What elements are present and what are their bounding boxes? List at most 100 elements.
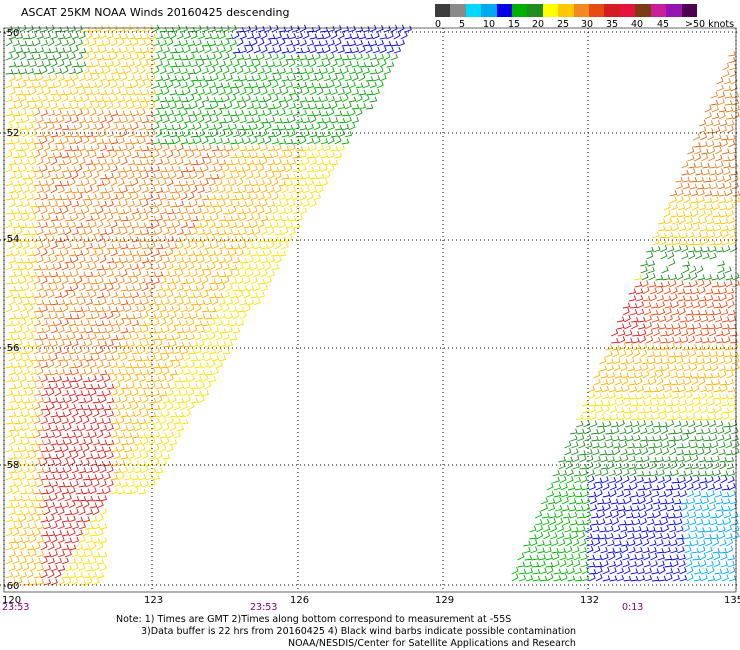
wind-barb [680, 498, 689, 505]
wind-barb [592, 442, 600, 449]
wind-barb [668, 435, 676, 442]
wind-barb [148, 453, 157, 460]
wind-barb [40, 417, 48, 425]
wind-barb [113, 480, 121, 488]
wind-barb [565, 538, 573, 547]
wind-barb [711, 274, 720, 281]
wind-barb [29, 185, 37, 194]
wind-barb [208, 293, 217, 299]
wind-barb [162, 423, 170, 432]
wind-barb [729, 503, 737, 512]
wind-barb [50, 564, 58, 572]
wind-barb [29, 103, 38, 110]
wind-barb [127, 285, 136, 292]
wind-barb [637, 408, 646, 414]
wind-barb [611, 510, 619, 519]
wind-barb [614, 372, 623, 379]
wind-barb [730, 512, 739, 519]
wind-barb [636, 308, 645, 316]
wind-barb [22, 129, 30, 138]
wind-barb [643, 386, 652, 393]
wind-barb [124, 123, 132, 131]
wind-barb [106, 465, 114, 474]
wind-barb [159, 276, 167, 285]
wind-barb [719, 380, 728, 386]
wind-barb [704, 533, 712, 540]
wind-barb [19, 236, 28, 243]
wind-barb [120, 129, 128, 138]
wind-barb [99, 130, 107, 138]
wind-barb [693, 406, 702, 414]
wind-barb [78, 369, 87, 376]
wind-barb [40, 276, 48, 285]
wind-barb [717, 182, 725, 190]
wind-barb [587, 562, 596, 568]
wind-barb [187, 333, 195, 341]
wind-barb [246, 229, 255, 236]
wind-barb [22, 60, 30, 68]
wind-barb [43, 171, 51, 180]
wind-barb [404, 25, 412, 33]
wind-barb [106, 243, 115, 250]
wind-barb [57, 159, 66, 166]
wind-barb [127, 34, 136, 40]
wind-barb [50, 215, 59, 222]
wind-barb [26, 276, 34, 285]
wind-barb [159, 263, 167, 271]
wind-barb [92, 228, 100, 236]
wind-barb [22, 495, 31, 502]
wind-barb [5, 418, 14, 425]
wind-barb [613, 533, 621, 540]
wind-barb [709, 252, 717, 260]
wind-barb [152, 81, 161, 89]
wind-barb [26, 222, 35, 229]
wind-barb [677, 546, 685, 554]
wind-barb [148, 241, 156, 250]
wind-barb [50, 382, 58, 390]
wind-barb [64, 409, 72, 418]
wind-barb [713, 308, 722, 316]
wind-barb [82, 347, 90, 355]
wind-barb [103, 110, 112, 117]
wind-barb [152, 220, 160, 229]
wind-barb [162, 367, 170, 376]
wind-barb [712, 462, 720, 470]
wind-barb [190, 76, 199, 82]
wind-barb [582, 414, 591, 421]
wind-barb [211, 186, 219, 194]
wind-barb [117, 192, 125, 201]
wind-barb [131, 444, 139, 453]
wind-barb [159, 208, 168, 215]
wind-barb [688, 335, 696, 344]
wind-barb [218, 159, 227, 166]
wind-barb [22, 341, 31, 348]
wind-barb [82, 488, 91, 495]
wind-barb [169, 158, 178, 166]
wind-barb [5, 459, 13, 467]
wind-barb [26, 474, 35, 481]
wind-barb [712, 211, 721, 218]
wind-barb [246, 299, 255, 306]
wind-barb [57, 411, 66, 418]
wind-barb [653, 328, 661, 337]
wind-barb [552, 560, 560, 568]
wind-barb [705, 462, 713, 470]
wind-barb [260, 171, 268, 180]
wind-barb [632, 420, 640, 428]
wind-barb [89, 69, 98, 75]
wind-barb [92, 439, 101, 446]
wind-barb [96, 334, 105, 341]
wind-barb [700, 491, 709, 498]
wind-barb [530, 546, 538, 554]
wind-barb [609, 406, 618, 414]
wind-barb [698, 286, 706, 295]
wind-barb [176, 368, 184, 376]
wind-barb [127, 271, 136, 278]
wind-barb [313, 96, 322, 103]
wind-barb [717, 434, 725, 442]
wind-barb [106, 270, 114, 278]
wind-barb [643, 471, 652, 477]
wind-barb [54, 263, 62, 271]
wind-barb [274, 200, 282, 208]
wind-barb [197, 186, 205, 194]
